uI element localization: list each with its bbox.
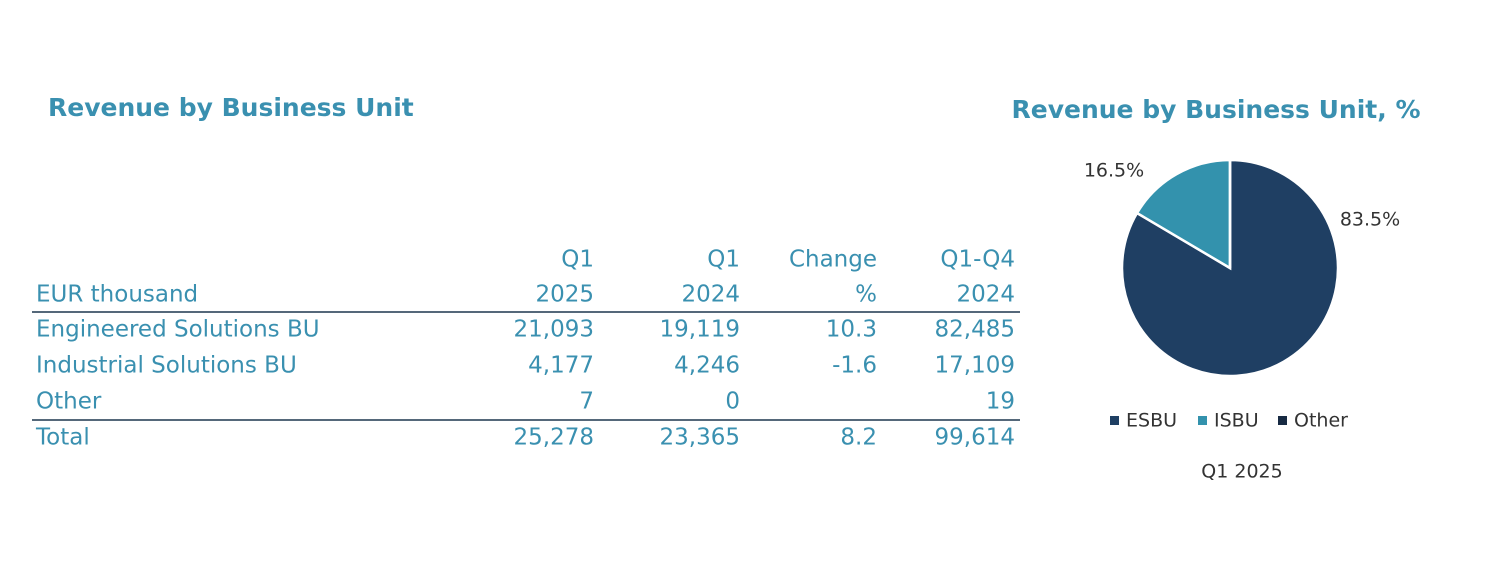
table-cell: 0 — [725, 389, 740, 415]
header-cell: 2024 — [681, 282, 740, 308]
table-cell: -1.6 — [832, 353, 877, 379]
header-cell: Q1 — [561, 247, 594, 273]
total-cell: 25,278 — [514, 425, 594, 451]
data-label: 16.5% — [1084, 160, 1144, 182]
total-cell: 8.2 — [840, 425, 877, 451]
pie-slice — [1135, 158, 1232, 271]
legend-swatch — [1278, 416, 1287, 425]
legend-label: Other — [1294, 410, 1348, 432]
table-cell: 10.3 — [826, 317, 877, 343]
table-cell: 7 — [579, 389, 594, 415]
table-cell: 19 — [986, 389, 1015, 415]
header-cell: 2025 — [535, 282, 594, 308]
table-cell: 17,109 — [935, 353, 1015, 379]
table-cell: Other — [36, 389, 102, 415]
chart-title: Revenue by Business Unit, % — [1012, 95, 1421, 124]
table-cell: 19,119 — [660, 317, 740, 343]
table-cell: Industrial Solutions BU — [36, 353, 297, 379]
table-title: Revenue by Business Unit — [48, 93, 414, 122]
total-cell: 99,614 — [935, 425, 1015, 451]
table-cell: 4,177 — [528, 353, 594, 379]
header-cell: % — [855, 282, 877, 308]
header-cell: 2024 — [956, 282, 1015, 308]
legend-swatch — [1198, 416, 1207, 425]
table-cell: 4,246 — [674, 353, 740, 379]
data-label: 83.5% — [1340, 209, 1400, 231]
chart-caption: Q1 2025 — [1201, 461, 1282, 483]
legend-label: ESBU — [1126, 410, 1177, 432]
legend-swatch — [1110, 416, 1119, 425]
total-cell: Total — [35, 425, 90, 451]
total-cell: 23,365 — [660, 425, 740, 451]
header-cell: Change — [789, 247, 877, 273]
table-cell: Engineered Solutions BU — [36, 317, 320, 343]
table-cell: 82,485 — [935, 317, 1015, 343]
table-cell: 21,093 — [514, 317, 594, 343]
header-cell: Q1-Q4 — [940, 247, 1015, 273]
header-cell: EUR thousand — [36, 282, 198, 308]
header-cell: Q1 — [707, 247, 740, 273]
legend-label: ISBU — [1214, 410, 1259, 432]
